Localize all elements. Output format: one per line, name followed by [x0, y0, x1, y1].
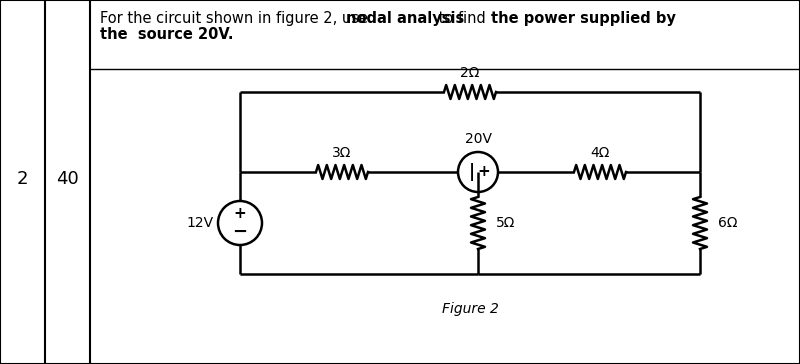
Text: 5Ω: 5Ω: [496, 216, 515, 230]
Text: +: +: [234, 206, 246, 222]
Text: +: +: [478, 165, 490, 179]
Text: to find: to find: [434, 11, 490, 26]
Text: 6Ω: 6Ω: [718, 216, 738, 230]
Text: For the circuit shown in figure 2, use: For the circuit shown in figure 2, use: [100, 11, 373, 26]
Text: 3Ω: 3Ω: [332, 146, 352, 160]
Text: 2: 2: [16, 170, 28, 188]
Text: 2Ω: 2Ω: [460, 66, 480, 80]
Text: nodal analysis: nodal analysis: [346, 11, 464, 26]
Text: −: −: [233, 223, 247, 241]
Text: 12V: 12V: [187, 216, 214, 230]
Text: Figure 2: Figure 2: [442, 302, 498, 316]
Text: the power supplied by: the power supplied by: [490, 11, 675, 26]
Text: the  source 20V.: the source 20V.: [100, 27, 234, 42]
Text: |: |: [469, 163, 475, 181]
Text: 20V: 20V: [465, 132, 491, 146]
Text: 4Ω: 4Ω: [590, 146, 610, 160]
Text: 40: 40: [56, 170, 78, 188]
